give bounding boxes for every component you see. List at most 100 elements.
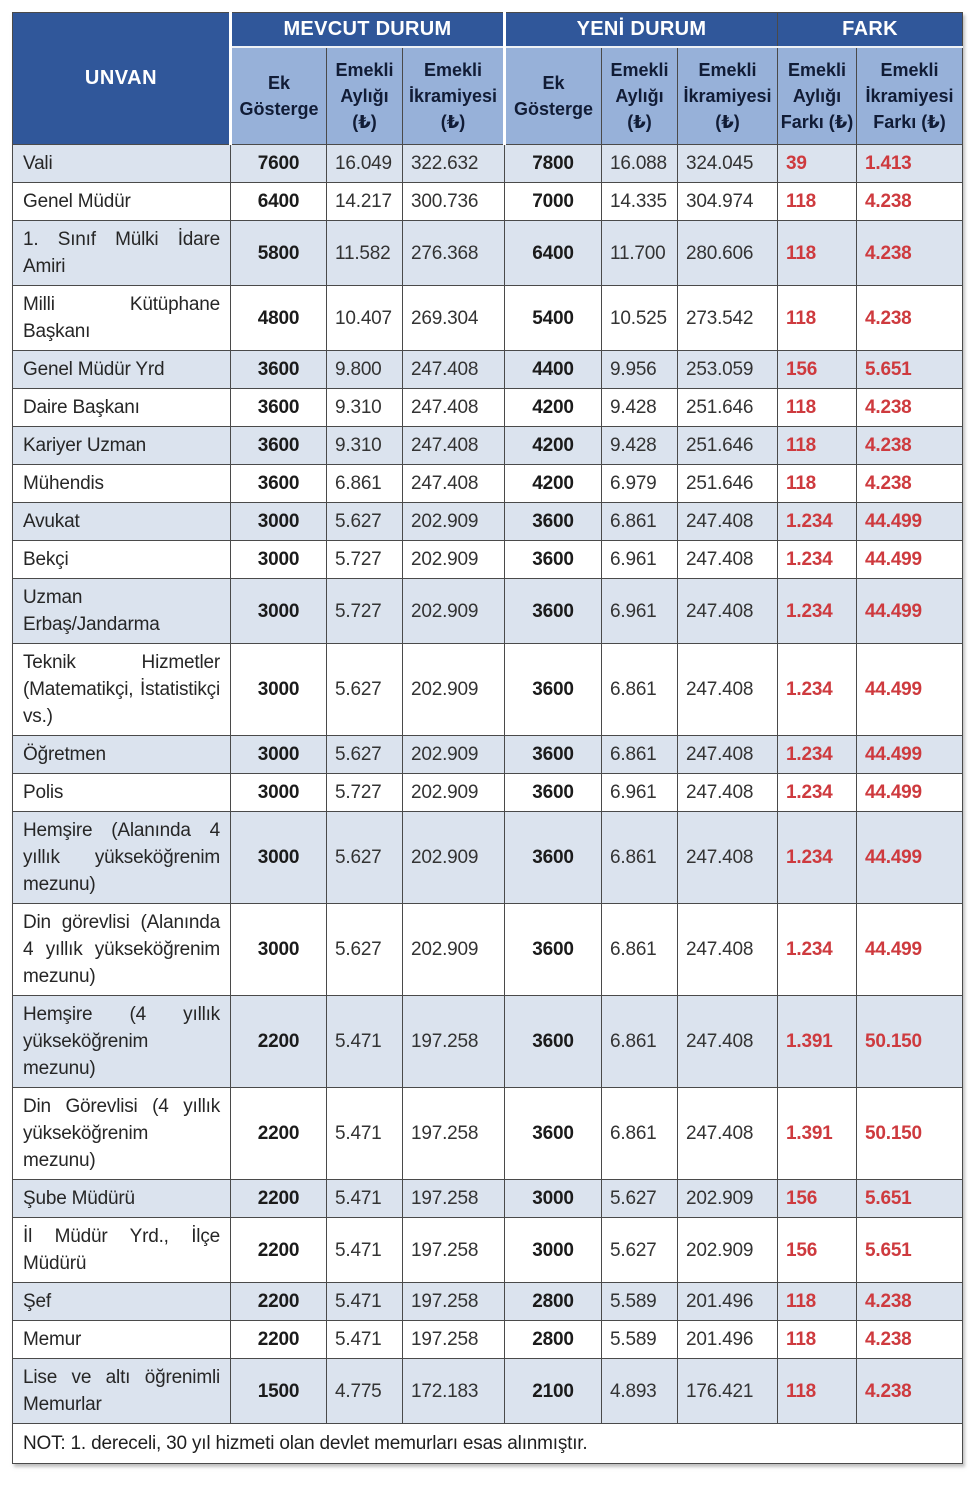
cell-mevcut-ek-gosterge: 6400 [230, 182, 327, 221]
cell-yeni-ek-gosterge: 4200 [504, 388, 602, 427]
cell-yeni-emekli-ayligi: 6.861 [601, 502, 678, 541]
note-text: NOT: 1. dereceli, 30 yıl hizmeti olan de… [12, 1423, 963, 1464]
cell-fark-emekli-ikramiyesi: 50.150 [856, 995, 963, 1088]
cell-fark-emekli-ikramiyesi: 44.499 [856, 903, 963, 996]
cell-unvan: Teknik Hizmetler (Matematikçi, İstatisti… [12, 643, 231, 736]
cell-yeni-emekli-ayligi: 6.861 [601, 643, 678, 736]
note-row: NOT: 1. dereceli, 30 yıl hizmeti olan de… [12, 1423, 963, 1464]
cell-unvan: Daire Başkanı [12, 388, 231, 427]
cell-mevcut-emekli-ikramiyesi: 247.408 [402, 350, 505, 389]
cell-yeni-emekli-ikramiyesi: 324.045 [677, 144, 778, 183]
table-row: Vali 7600 16.049 322.632 7800 16.088 324.045 39… [12, 144, 963, 183]
cell-mevcut-ek-gosterge: 2200 [230, 1217, 327, 1283]
cell-fark-emekli-ayligi: 118 [777, 1282, 857, 1321]
cell-fark-emekli-ayligi: 118 [777, 464, 857, 503]
group-header-yeni-durum: YENİ DURUM [504, 12, 778, 48]
cell-yeni-emekli-ikramiyesi: 253.059 [677, 350, 778, 389]
subheader-yeni-emekli-ikramiyesi: Emekli İkramiyesi (₺) [677, 46, 778, 145]
cell-yeni-ek-gosterge: 4400 [504, 350, 602, 389]
cell-yeni-emekli-ikramiyesi: 304.974 [677, 182, 778, 221]
cell-mevcut-ek-gosterge: 5800 [230, 220, 327, 286]
cell-mevcut-emekli-ikramiyesi: 197.258 [402, 1087, 505, 1180]
cell-fark-emekli-ayligi: 1.234 [777, 578, 857, 644]
cell-yeni-ek-gosterge: 4200 [504, 426, 602, 465]
cell-mevcut-ek-gosterge: 3000 [230, 643, 327, 736]
cell-mevcut-emekli-ikramiyesi: 202.909 [402, 540, 505, 579]
cell-mevcut-emekli-ikramiyesi: 247.408 [402, 464, 505, 503]
cell-mevcut-emekli-ikramiyesi: 202.909 [402, 643, 505, 736]
cell-mevcut-emekli-ayligi: 9.800 [326, 350, 403, 389]
cell-fark-emekli-ayligi: 1.234 [777, 811, 857, 904]
cell-mevcut-emekli-ikramiyesi: 197.258 [402, 1217, 505, 1283]
cell-yeni-emekli-ikramiyesi: 247.408 [677, 502, 778, 541]
cell-yeni-emekli-ikramiyesi: 251.646 [677, 464, 778, 503]
cell-mevcut-emekli-ikramiyesi: 202.909 [402, 903, 505, 996]
cell-unvan: Kariyer Uzman [12, 426, 231, 465]
cell-mevcut-emekli-ayligi: 5.471 [326, 1087, 403, 1180]
cell-fark-emekli-ikramiyesi: 4.238 [856, 1282, 963, 1321]
cell-fark-emekli-ayligi: 156 [777, 1217, 857, 1283]
cell-mevcut-emekli-ayligi: 5.471 [326, 1179, 403, 1218]
cell-fark-emekli-ikramiyesi: 5.651 [856, 1179, 963, 1218]
unvan-column-header: UNVAN [12, 12, 232, 145]
cell-mevcut-ek-gosterge: 2200 [230, 1320, 327, 1359]
cell-yeni-emekli-ikramiyesi: 251.646 [677, 426, 778, 465]
cell-fark-emekli-ayligi: 1.234 [777, 735, 857, 774]
cell-mevcut-emekli-ikramiyesi: 276.368 [402, 220, 505, 286]
cell-unvan: İl Müdür Yrd., İlçe Müdürü [12, 1217, 231, 1283]
cell-yeni-emekli-ikramiyesi: 247.408 [677, 773, 778, 812]
cell-yeni-ek-gosterge: 7000 [504, 182, 602, 221]
table-row: Hemşire (Alanında 4 yıllık yükseköğrenim… [12, 811, 963, 904]
table-row: Avukat 3000 5.627 202.909 3600 6.861 247.408 1.… [12, 502, 963, 541]
table-row: Milli Kütüphane Başkanı 4800 10.407 269.304… [12, 285, 963, 351]
cell-fark-emekli-ikramiyesi: 44.499 [856, 643, 963, 736]
cell-mevcut-emekli-ikramiyesi: 172.183 [402, 1358, 505, 1424]
cell-mevcut-emekli-ikramiyesi: 202.909 [402, 578, 505, 644]
cell-yeni-ek-gosterge: 6400 [504, 220, 602, 286]
cell-fark-emekli-ikramiyesi: 44.499 [856, 773, 963, 812]
cell-mevcut-emekli-ayligi: 16.049 [326, 144, 403, 183]
cell-yeni-emekli-ikramiyesi: 202.909 [677, 1217, 778, 1283]
cell-mevcut-emekli-ayligi: 5.471 [326, 1320, 403, 1359]
cell-yeni-emekli-ayligi: 6.961 [601, 773, 678, 812]
cell-unvan: Polis [12, 773, 231, 812]
subheader-mevcut-emekli-ayligi: Emekli Aylığı (₺) [326, 46, 403, 145]
cell-mevcut-emekli-ikramiyesi: 197.258 [402, 1179, 505, 1218]
cell-yeni-emekli-ayligi: 6.979 [601, 464, 678, 503]
cell-yeni-emekli-ayligi: 6.961 [601, 578, 678, 644]
cell-mevcut-emekli-ayligi: 10.407 [326, 285, 403, 351]
cell-mevcut-emekli-ikramiyesi: 269.304 [402, 285, 505, 351]
cell-yeni-emekli-ayligi: 10.525 [601, 285, 678, 351]
cell-yeni-emekli-ayligi: 16.088 [601, 144, 678, 183]
cell-mevcut-emekli-ikramiyesi: 247.408 [402, 388, 505, 427]
cell-mevcut-ek-gosterge: 3600 [230, 350, 327, 389]
cell-unvan: Mühendis [12, 464, 231, 503]
cell-fark-emekli-ikramiyesi: 4.238 [856, 464, 963, 503]
cell-unvan: Bekçi [12, 540, 231, 579]
cell-mevcut-ek-gosterge: 3000 [230, 578, 327, 644]
table-row: Teknik Hizmetler (Matematikçi, İstatisti… [12, 643, 963, 736]
cell-fark-emekli-ayligi: 1.234 [777, 903, 857, 996]
table-row: Öğretmen 3000 5.627 202.909 3600 6.861 247.408… [12, 735, 963, 774]
cell-fark-emekli-ikramiyesi: 44.499 [856, 811, 963, 904]
cell-mevcut-ek-gosterge: 2200 [230, 1179, 327, 1218]
cell-yeni-emekli-ayligi: 5.589 [601, 1282, 678, 1321]
cell-mevcut-emekli-ikramiyesi: 247.408 [402, 426, 505, 465]
cell-fark-emekli-ayligi: 1.234 [777, 643, 857, 736]
cell-mevcut-ek-gosterge: 3000 [230, 773, 327, 812]
cell-fark-emekli-ayligi: 156 [777, 350, 857, 389]
cell-mevcut-emekli-ayligi: 6.861 [326, 464, 403, 503]
cell-mevcut-emekli-ayligi: 5.627 [326, 502, 403, 541]
cell-yeni-emekli-ayligi: 9.428 [601, 388, 678, 427]
cell-yeni-ek-gosterge: 2100 [504, 1358, 602, 1424]
cell-unvan: Milli Kütüphane Başkanı [12, 285, 231, 351]
cell-fark-emekli-ayligi: 156 [777, 1179, 857, 1218]
cell-unvan: Din görevlisi (Alanında 4 yıllık yüksekö… [12, 903, 231, 996]
table-row: Şef 2200 5.471 197.258 2800 5.589 201.496 118 4.… [12, 1282, 963, 1321]
cell-mevcut-ek-gosterge: 3000 [230, 903, 327, 996]
cell-yeni-emekli-ikramiyesi: 201.496 [677, 1320, 778, 1359]
table-body: Vali 7600 16.049 322.632 7800 16.088 324.045 39… [12, 144, 963, 1464]
cell-mevcut-emekli-ikramiyesi: 202.909 [402, 735, 505, 774]
cell-mevcut-emekli-ayligi: 5.627 [326, 735, 403, 774]
